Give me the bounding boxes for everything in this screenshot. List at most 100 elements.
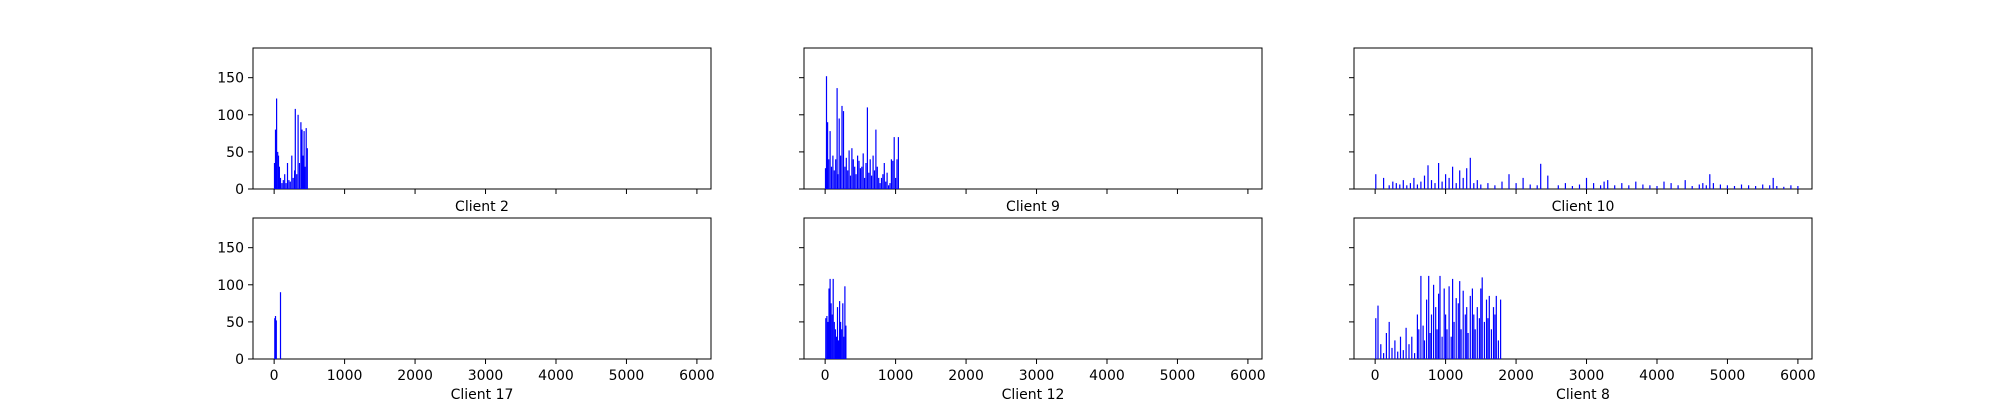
bar [1448, 286, 1450, 359]
subplot-client-17: 0 50 100 150 0 1000 2000 3000 4000 5000 6000 Clie… [217, 217, 715, 400]
bar [1439, 275, 1441, 359]
bar [1772, 177, 1774, 189]
bar [1420, 275, 1422, 359]
bar [844, 286, 846, 359]
bar [304, 166, 306, 189]
bar [1476, 180, 1478, 189]
bar [275, 320, 277, 359]
bar [1755, 186, 1757, 189]
bar [1416, 314, 1418, 359]
bar [1397, 351, 1399, 359]
bar [868, 172, 870, 189]
bar [865, 163, 867, 189]
bar [892, 160, 894, 189]
bar [285, 183, 287, 189]
x-tick-label: 1000 [1428, 368, 1464, 384]
bar [1487, 183, 1489, 189]
bar [1485, 299, 1488, 359]
bar [1418, 329, 1420, 359]
bar [1790, 185, 1792, 189]
bar [1585, 177, 1588, 189]
bar [1515, 183, 1517, 189]
bar [1740, 184, 1743, 189]
bar [864, 177, 866, 189]
bar [1649, 185, 1651, 189]
bar [872, 155, 874, 189]
y-axis [799, 77, 804, 190]
bar [830, 303, 832, 359]
bar [851, 148, 853, 189]
bar [1416, 184, 1418, 189]
bar [1748, 185, 1750, 189]
bar [1413, 177, 1415, 189]
x-tick-label: 4000 [538, 368, 574, 384]
x-tick-label: 4000 [1639, 368, 1675, 384]
bar [837, 174, 839, 189]
bar [828, 288, 830, 359]
bar [1522, 177, 1524, 189]
x-axis [1374, 189, 1799, 194]
bar [1453, 321, 1455, 359]
bar [1467, 333, 1469, 359]
bar [1395, 183, 1397, 189]
bar [833, 321, 835, 359]
bar [829, 131, 831, 189]
bar [1474, 329, 1476, 359]
bar [1603, 181, 1605, 189]
bar [1430, 314, 1433, 359]
subplot-client-2: 0 50 100 150 Client 2 [217, 47, 712, 215]
y-tick-label: 50 [226, 145, 244, 161]
bar [825, 76, 828, 189]
bar [1501, 181, 1503, 189]
bar [281, 183, 283, 189]
bar [832, 278, 834, 359]
bar [1480, 184, 1482, 189]
bar [289, 181, 291, 189]
bar [1677, 185, 1679, 189]
bar [1409, 183, 1411, 189]
bar [866, 107, 868, 189]
bar [838, 118, 840, 189]
bar [880, 177, 883, 189]
bar [1383, 353, 1385, 359]
bar [288, 180, 290, 189]
bar [827, 122, 829, 189]
bar [1473, 183, 1475, 189]
bar [827, 321, 829, 359]
bar [858, 160, 860, 189]
bar [871, 175, 873, 189]
bar-series [273, 98, 308, 189]
y-axis: 0 50 100 150 [217, 241, 253, 368]
x-tick-label: 6000 [1780, 368, 1816, 384]
bar [1540, 163, 1542, 189]
bar [1402, 350, 1404, 359]
x-tick-label: 6000 [679, 368, 715, 384]
bar [861, 166, 863, 189]
bar [1377, 305, 1379, 359]
y-tick-label: 0 [235, 352, 244, 368]
bar [873, 170, 876, 189]
bar [895, 177, 897, 189]
x-tick-label: 3000 [468, 368, 504, 384]
axes-frame [803, 47, 1263, 190]
subplot-title: Client 9 [1006, 199, 1060, 215]
y-axis [1349, 77, 1354, 190]
bar [1529, 184, 1531, 189]
subplot-client-9: Client 9 [799, 47, 1263, 215]
y-tick-label: 50 [226, 315, 244, 331]
bar [1391, 347, 1393, 359]
bar [837, 340, 840, 359]
bar [824, 168, 827, 189]
bar [840, 155, 842, 189]
bar-series [274, 292, 282, 359]
bar [274, 318, 276, 359]
bar [1797, 186, 1799, 189]
bar [1719, 184, 1721, 189]
bar [296, 174, 298, 189]
bar-series [1375, 157, 1799, 189]
x-axis: 0 1000 2000 3000 4000 5000 6000 [1371, 359, 1816, 384]
bar [841, 329, 843, 359]
bar [1388, 185, 1390, 189]
bar [1434, 183, 1436, 189]
bar [834, 329, 836, 359]
